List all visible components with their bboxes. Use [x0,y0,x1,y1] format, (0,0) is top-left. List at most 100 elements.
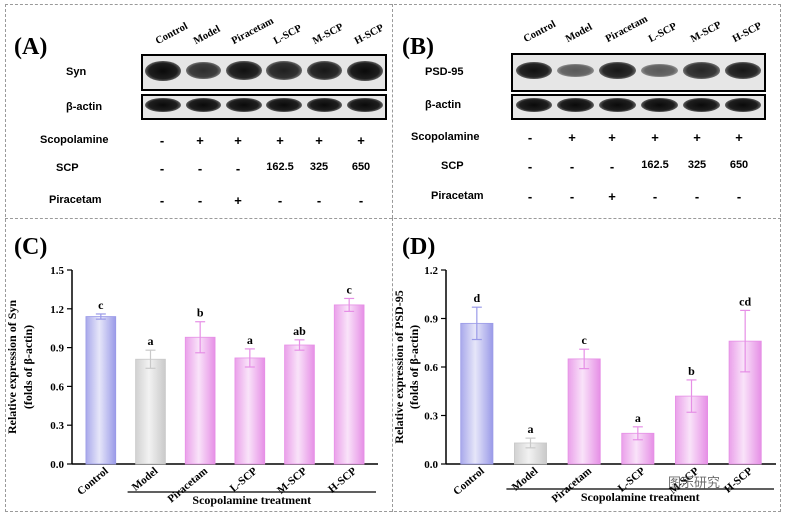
blot-b-scopolamine-cell-4: + [693,130,701,145]
chart-c-bar-3 [234,357,266,465]
chart-c-xtick-label-0: Control [75,465,111,498]
b-piracetam-row-label: Piracetam [431,190,484,202]
chart-c-xtick-label-5: H-SCP [326,465,359,496]
chart-c-xtick-label-3: L-SCP [228,465,260,495]
chart-d-xlabel: Scopolamine treatment [581,490,700,504]
blot-a-piracetam-cell-2: + [234,193,242,208]
blot-a-scopolamine-cell-2: + [234,133,242,148]
blot-b-scopolamine-cell-3: + [651,130,659,145]
chart-c-xlabel: Scopolamine treatment [192,493,311,507]
blot-a-actin-band-3 [266,98,302,112]
chart-d-ytick-label-0: 0.0 [424,459,438,471]
blot-b-psd95-band-0 [515,61,553,80]
blot-b-scp-cell-2: - [609,159,615,174]
blot-b-scopolamine-cell-1: + [568,130,576,145]
blot-a-piracetam-cell-3: - [277,193,283,208]
blot-b-scopolamine-cell-2: + [608,130,616,145]
chart-c-sig-label-3: a [247,333,253,347]
blot-a-piracetam-cell-4: - [316,193,322,208]
panel-divider-top [392,4,393,218]
blot-b-piracetam-cell-4: - [694,189,700,204]
b-scopolamine-row-label: Scopolamine [411,131,480,143]
chart-c-ylabel-line2: (folds of β-actin) [21,325,35,409]
blot-b-psd95-band-2 [599,61,636,80]
blot-a-protein-label: Syn [66,66,87,78]
chart-c-ytick-label-4: 1.2 [50,304,64,316]
blot-b-protein-label: PSD-95 [425,66,464,78]
chart-c-sig-label-0: c [98,298,104,312]
watermark-text: 图乐研究 [668,475,721,490]
blot-b-psd95-band-4 [682,62,720,79]
blot-b-scopolamine-cell-5: + [735,130,743,145]
blot-a-scp-cell-5: 650 [351,161,371,173]
chart-c-ytick-label-3: 0.9 [50,343,64,355]
chart-c-xtick-label-1: Model [130,465,161,493]
chart-c-bar-2 [184,336,216,465]
blot-a-syn-band-4 [306,60,343,81]
a-scopolamine-row-label: Scopolamine [40,134,109,146]
blot-a-scp-cell-1: - [197,161,203,176]
blot-a-piracetam-cell-0: - [159,193,165,208]
blot-b-psd95-band-5 [724,61,762,80]
panel-divider-bottom [392,218,393,512]
chart-d-sig-label-5: cd [739,294,751,308]
blot-b-scp-cell-5: 650 [729,159,749,171]
blot-b-piracetam-cell-3: - [652,189,658,204]
blot-a-scopolamine-cell-5: + [357,133,365,148]
chart-d-ytick-label-2: 0.6 [424,362,438,374]
chart-c-sig-label-5: c [347,282,353,296]
blot-a-actin-band-0 [145,98,181,112]
chart-d-ytick-label-3: 0.9 [424,314,438,326]
blot-b-actin-band-2 [599,98,636,112]
chart-c-bar-4 [284,344,315,465]
blot-a-piracetam-cell-5: - [358,193,364,208]
blot-a-syn-band-3 [266,61,302,80]
chart-d-ytick-label-4: 1.2 [424,265,438,277]
blot-a-scopolamine-cell-3: + [276,133,284,148]
panel-letter-c: (C) [14,234,48,260]
blot-a-syn-band-2 [226,60,262,81]
blot-b-protein-membrane [511,53,766,92]
chart-c-ylabel-line1: Relative expression of Syn [5,300,19,434]
blot-a-scp-cell-2: - [235,161,241,176]
blot-b-scp-cell-3: 162.5 [641,159,669,171]
chart-d-xtick-label-0: Control [451,465,487,498]
panel-divider-horizontal [5,218,781,219]
blot-a-actin-band-1 [185,98,222,112]
blot-b-piracetam-cell-5: - [736,189,742,204]
blot-a-scp-cell-3: 162.5 [266,161,294,173]
blot-a-scopolamine-cell-0: - [159,133,165,148]
blot-b-actin-membrane [511,94,766,120]
blot-b-actin-band-1 [557,98,595,112]
panel-letter-b: (B) [402,34,434,60]
blot-a-scopolamine-cell-1: + [196,133,204,148]
chart-d-bar-0 [460,322,494,465]
blot-a-actin-band-4 [306,98,343,112]
blot-b-psd95-band-1 [557,63,595,78]
chart-d-ylabel-line2: (folds of β-actin) [407,325,421,409]
blot-a-actin-label: β-actin [66,101,103,113]
blot-b-actin-band-5 [724,98,762,112]
blot-a-actin-band-5 [347,98,383,112]
panel-letter-a: (A) [14,34,48,60]
blot-b-actin-band-0 [515,98,553,112]
blot-a-piracetam-cell-1: - [197,193,203,208]
chart-c-bar-1 [135,358,166,465]
chart-c-bar-0 [85,316,117,465]
chart-c-bar-5 [333,304,365,465]
blot-b-scp-cell-0: - [527,159,533,174]
a-scp-row-label: SCP [56,162,79,174]
chart-c-syn: 0.0 0.3 0.6 0.9 1.2 1.5 Relative expression of… [5,265,378,507]
blot-a-syn-band-1 [185,61,222,80]
chart-c-sig-label-1: a [148,334,154,348]
blot-b-actin-band-4 [682,98,720,112]
chart-d-sig-label-0: d [473,291,480,305]
chart-d-sig-label-2: c [582,333,588,347]
blot-a-scp-cell-4: 325 [309,161,329,173]
blot-b-piracetam-cell-0: - [527,189,533,204]
chart-d-sig-label-1: a [528,422,534,436]
blot-a-syn-band-5 [347,60,383,81]
blot-b-scp-cell-1: - [569,159,575,174]
chart-d-psd95: 0.0 0.3 0.6 0.9 1.2 Relative expression of PS… [393,265,776,505]
blot-a-protein-membrane [141,54,387,91]
